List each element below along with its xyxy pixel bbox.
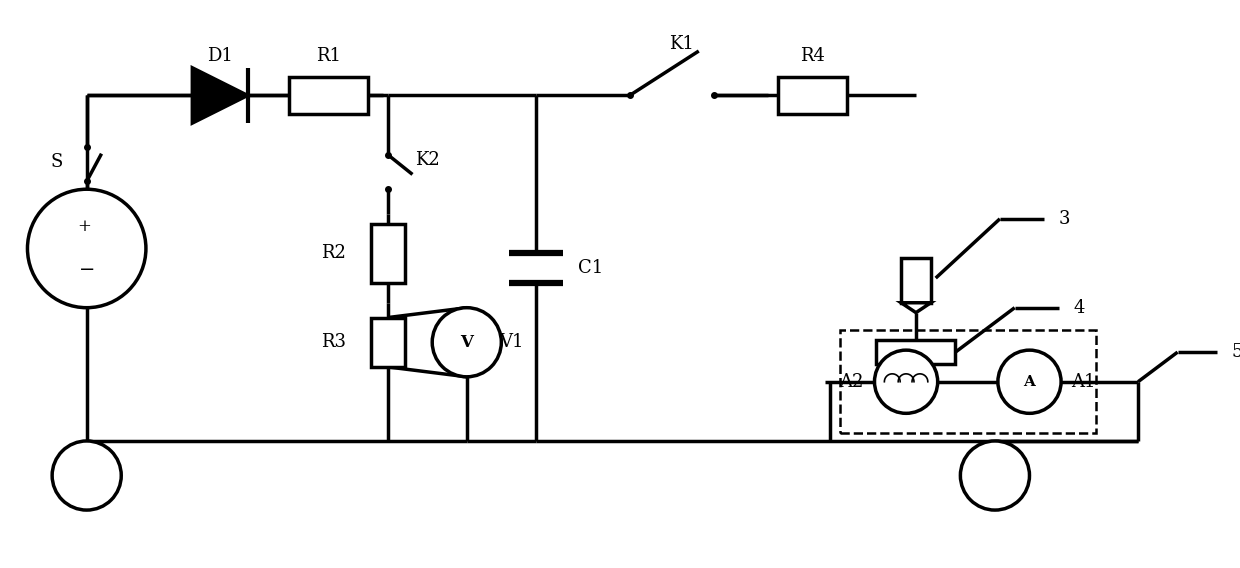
Text: V: V [460,334,474,351]
Bar [371,318,405,367]
Text: −: − [78,261,95,279]
Circle shape [874,350,937,414]
Text: R1: R1 [316,47,341,65]
Text: K1: K1 [670,35,694,53]
Circle shape [433,308,501,377]
Text: A: A [1023,375,1035,389]
Text: D1: D1 [207,47,233,65]
Bar [877,340,956,365]
Text: V1: V1 [498,333,523,351]
Polygon shape [192,68,248,123]
Bar [289,77,368,114]
Bar [371,224,405,283]
Circle shape [27,189,146,308]
Bar [901,258,931,303]
Bar [777,77,847,114]
Text: A1: A1 [1071,373,1096,391]
Text: R4: R4 [800,47,825,65]
Text: 4: 4 [1073,299,1085,317]
Text: A2: A2 [839,373,864,391]
Text: 3: 3 [1058,210,1070,228]
Text: K2: K2 [415,151,440,169]
Polygon shape [901,303,931,312]
Text: R2: R2 [321,244,346,262]
Circle shape [961,441,1029,510]
Text: C1: C1 [578,259,603,277]
Bar [839,331,1096,433]
Text: +: + [77,218,91,235]
Circle shape [52,441,122,510]
Text: R3: R3 [321,333,346,351]
Text: 5: 5 [1231,343,1240,361]
Text: S: S [51,153,63,170]
Circle shape [998,350,1061,414]
